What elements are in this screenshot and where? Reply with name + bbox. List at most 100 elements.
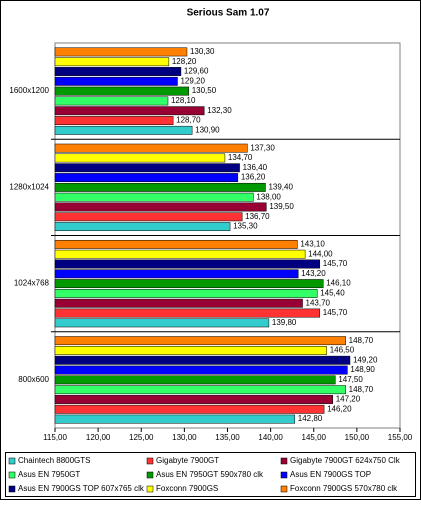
x-tick-label: 130,00 — [172, 433, 197, 442]
legend-label: Asus EN 7950GT — [18, 470, 80, 479]
legend-label: Asus EN 7900GS TOP — [290, 470, 371, 479]
bar — [54, 125, 193, 135]
value-label: 146,10 — [326, 279, 351, 288]
bar — [54, 355, 351, 365]
value-label: 143,20 — [301, 269, 326, 278]
chart-title: Serious Sam 1.07 — [187, 8, 270, 19]
legend-swatch — [8, 457, 16, 465]
x-tick-label: 150,00 — [345, 433, 370, 442]
legend-label: Gigabyte 7900GT — [156, 456, 219, 465]
bar — [54, 259, 321, 269]
bar — [54, 414, 296, 424]
value-label: 139,80 — [272, 318, 297, 327]
legend-swatch — [146, 471, 154, 479]
bar — [54, 182, 266, 192]
legend-label: Asus EN 7950GT 590x780 clk — [156, 470, 264, 479]
value-label: 129,60 — [184, 67, 209, 76]
value-label: 148,70 — [349, 385, 374, 394]
bar — [54, 47, 188, 57]
value-label: 130,30 — [190, 47, 215, 56]
value-label: 143,10 — [300, 240, 325, 249]
bar — [54, 86, 189, 96]
value-label: 136,20 — [241, 173, 266, 182]
bar — [54, 289, 318, 298]
legend-label: Foxconn 7900GS 570x780 clk — [290, 484, 398, 493]
value-label: 144,00 — [308, 249, 333, 258]
y-tick-label: 1600x1200 — [9, 86, 49, 95]
value-label: 130,50 — [192, 86, 217, 95]
bar — [54, 404, 325, 414]
value-label: 128,70 — [176, 116, 201, 125]
bar — [54, 202, 267, 212]
legend — [5, 452, 416, 497]
bar — [54, 269, 299, 279]
bar — [54, 239, 298, 249]
legend-swatch — [146, 485, 154, 493]
legend-swatch — [8, 471, 16, 479]
value-label: 136,70 — [245, 212, 270, 221]
bar — [54, 192, 254, 202]
bar — [54, 308, 321, 318]
bar — [54, 163, 240, 173]
bar — [54, 173, 239, 182]
bar — [54, 249, 306, 259]
bar — [54, 76, 178, 86]
bar — [54, 116, 174, 125]
value-label: 145,70 — [323, 308, 348, 317]
legend-label: Gigabyte 7900GT 624x750 Clk — [290, 456, 401, 465]
bar — [54, 153, 226, 163]
value-label: 137,30 — [250, 143, 275, 152]
bar — [54, 336, 346, 346]
y-tick-label: 1024x768 — [14, 279, 50, 288]
value-label: 128,20 — [172, 57, 197, 66]
legend-label: Foxconn 7900GS — [156, 484, 218, 493]
x-tick-label: 135,00 — [215, 433, 240, 442]
bar — [54, 106, 205, 116]
legend-swatch — [280, 471, 288, 479]
bar — [54, 212, 243, 222]
bar — [54, 365, 348, 375]
value-label: 147,50 — [338, 375, 363, 384]
bar — [54, 96, 169, 106]
x-tick-label: 125,00 — [129, 433, 154, 442]
value-label: 135,30 — [233, 222, 258, 231]
x-tick-label: 145,00 — [302, 433, 327, 442]
value-label: 143,70 — [306, 298, 331, 307]
value-label: 145,40 — [320, 289, 345, 298]
bar — [54, 298, 303, 308]
value-label: 132,30 — [207, 106, 232, 115]
legend-swatch — [280, 457, 288, 465]
value-label: 128,10 — [171, 96, 196, 105]
bar — [54, 143, 248, 153]
value-label: 139,50 — [269, 202, 294, 211]
legend-label: Chaintech 8800GTS — [18, 456, 91, 465]
value-label: 136,40 — [243, 163, 268, 172]
value-label: 146,20 — [327, 404, 352, 413]
bar — [54, 279, 324, 289]
value-label: 142,80 — [298, 414, 323, 423]
value-label: 139,40 — [268, 182, 293, 191]
value-label: 147,20 — [336, 395, 361, 404]
x-tick-label: 155,00 — [388, 433, 413, 442]
bar — [54, 395, 333, 404]
legend-swatch — [146, 457, 154, 465]
y-tick-label: 800x600 — [18, 375, 49, 384]
value-label: 138,00 — [256, 192, 281, 201]
bar — [54, 67, 182, 76]
value-label: 129,20 — [180, 76, 205, 85]
value-label: 145,70 — [323, 259, 348, 268]
x-tick-label: 120,00 — [86, 433, 111, 442]
bar — [54, 375, 336, 385]
bar — [54, 57, 170, 67]
legend-swatch — [8, 485, 16, 493]
x-tick-label: 115,00 — [43, 433, 67, 442]
bar — [54, 222, 231, 232]
y-tick-label: 1280x1024 — [9, 182, 49, 191]
bar — [54, 318, 270, 328]
bar — [54, 385, 346, 395]
value-label: 130,90 — [195, 125, 220, 134]
legend-swatch — [280, 485, 288, 493]
legend-label: Asus EN 7900GS TOP 607x765 clk — [18, 484, 145, 493]
